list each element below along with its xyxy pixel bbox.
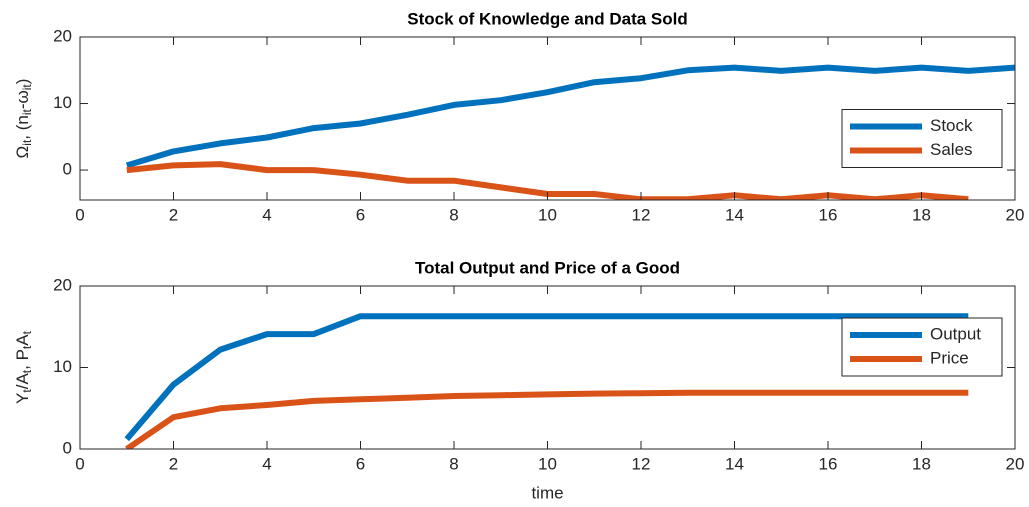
x-tick-label: 16: [819, 454, 838, 473]
subplot: 0 2 4 6 8 10 12 14 16 18 20 0 10 20 Total Output and P…: [13, 258, 1024, 502]
x-tick-label: 4: [262, 205, 271, 224]
x-tick-label: 2: [169, 205, 178, 224]
x-tick-label: 2: [169, 454, 178, 473]
y-tick-label: 10: [53, 357, 72, 376]
chart-title: Stock of Knowledge and Data Sold: [407, 9, 688, 28]
x-tick-label: 20: [1006, 454, 1025, 473]
x-tick-label: 6: [356, 205, 365, 224]
chart-title: Total Output and Price of a Good: [415, 258, 680, 277]
y-axis-label-part: A: [13, 334, 32, 346]
x-tick-label: 6: [356, 454, 365, 473]
y-axis-label-part: , P: [13, 349, 32, 370]
y-axis-label-part: it: [20, 84, 34, 91]
y-axis-label-part: , (n: [13, 115, 32, 140]
x-tick-label: 10: [538, 205, 557, 224]
y-tick-label: 0: [63, 438, 72, 457]
y-axis-label: Ωit, (nit-ωit): [13, 79, 33, 159]
legend-label: Stock: [930, 116, 973, 135]
y-tick-label: 20: [53, 275, 72, 294]
y-axis-label-part: t: [20, 369, 34, 373]
y-tick-label: 10: [53, 93, 72, 112]
y-axis-label-part: /A: [13, 373, 32, 390]
legend-label: Sales: [930, 140, 973, 159]
x-tick-label: 8: [449, 205, 458, 224]
y-tick-label: 20: [53, 26, 72, 45]
x-tick-label: 8: [449, 454, 458, 473]
x-axis-label: time: [531, 483, 563, 502]
legend: Output Price: [841, 317, 1003, 377]
x-tick-label: 14: [725, 454, 744, 473]
y-tick-label: 0: [63, 160, 72, 179]
line-series: [125, 389, 969, 449]
legend-box: [841, 317, 1003, 377]
y-axis-label-part: ): [13, 79, 32, 85]
x-tick-label: 12: [632, 205, 651, 224]
x-tick-label: 12: [632, 454, 651, 473]
x-tick-label: 14: [725, 205, 744, 224]
x-tick-label: 16: [819, 205, 838, 224]
x-tick-label: 20: [1006, 205, 1025, 224]
subplot: 0 2 4 6 8 10 12 14 16 18 20 0 10 20 Stock of Knowledge…: [13, 9, 1024, 224]
x-tick-label: 0: [75, 205, 84, 224]
legend-label: Output: [930, 324, 981, 343]
legend: Stock Sales: [841, 109, 1003, 168]
y-axis-label-part: t: [20, 330, 34, 334]
x-tick-label: 4: [262, 454, 271, 473]
x-tick-label: 10: [538, 454, 557, 473]
y-axis-label-part: t: [20, 345, 34, 349]
y-axis-label-part: Ω: [13, 146, 32, 159]
x-tick-label: 18: [912, 205, 931, 224]
y-axis-label-part: -ω: [13, 90, 32, 109]
line-series: [125, 64, 1015, 169]
y-axis-label-part: it: [20, 108, 34, 115]
legend-box: [841, 109, 1003, 168]
y-axis-label-part: Y: [13, 393, 32, 404]
line-series: [124, 313, 969, 442]
y-axis-label-part: it: [20, 139, 34, 146]
legend-label: Price: [930, 348, 969, 367]
x-tick-label: 18: [912, 454, 931, 473]
x-tick-label: 0: [75, 454, 84, 473]
y-axis-label-part: t: [20, 389, 34, 393]
y-axis-label: Yt/At, PtAt: [13, 330, 33, 404]
